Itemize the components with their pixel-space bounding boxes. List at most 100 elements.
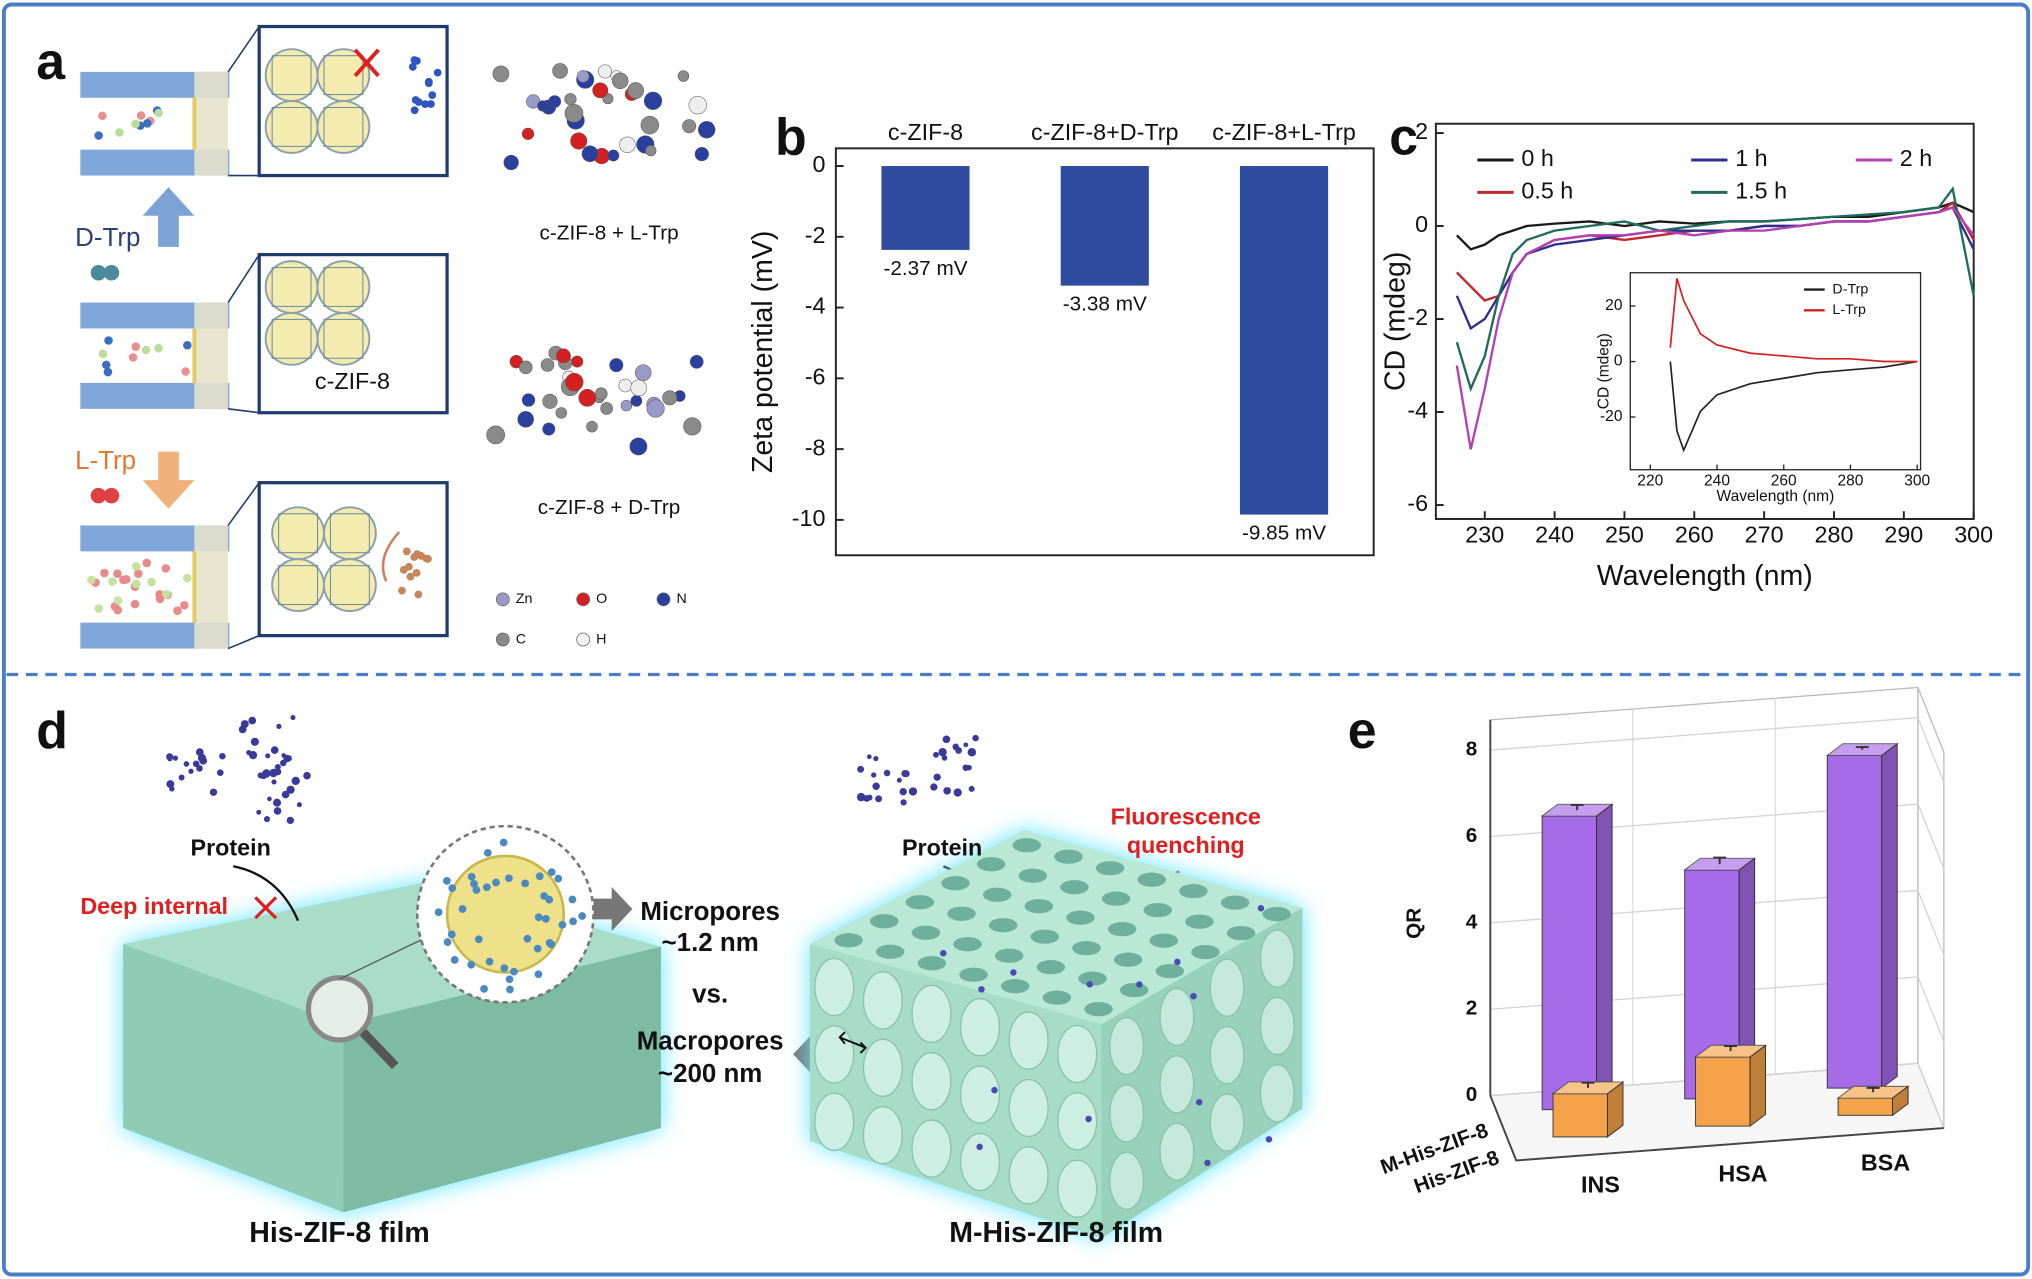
trp-atom	[405, 562, 413, 571]
macropore	[814, 1025, 855, 1084]
macropore	[1159, 1055, 1195, 1114]
protein-structure	[286, 816, 294, 825]
y-tick-label: -6	[805, 364, 826, 390]
molecule-dot	[182, 573, 192, 583]
model-atom	[552, 63, 568, 79]
zif-frame	[271, 267, 312, 307]
molecule-dot	[154, 108, 163, 118]
macropore	[875, 944, 905, 959]
y-tick-label: 0	[1614, 353, 1623, 370]
bar-side-shade	[1750, 1045, 1766, 1127]
macropore	[941, 876, 970, 891]
panel-label: b	[775, 107, 807, 165]
adsorbed-protein	[1136, 981, 1143, 988]
y-tick-label: 0	[1466, 1083, 1478, 1106]
legend-label: 1 h	[1735, 145, 1767, 171]
zif-frame	[329, 513, 370, 554]
error-bar	[1866, 1086, 1880, 1093]
model-atom	[689, 354, 704, 369]
atom-legend-label: H	[596, 631, 606, 647]
zif-frame	[323, 107, 364, 147]
macropore	[834, 933, 863, 948]
x-tick-label: 220	[1637, 473, 1663, 490]
plot-frame	[834, 147, 1375, 557]
adsorbed-protein	[1086, 981, 1093, 988]
framework-node	[450, 956, 459, 964]
macropore	[1018, 868, 1048, 883]
error-bar	[1581, 1081, 1595, 1088]
model-atom	[555, 407, 567, 419]
bar	[881, 166, 970, 250]
value-label: -2.37 mV	[883, 257, 967, 280]
connector	[227, 482, 260, 526]
molecule-dot	[98, 111, 107, 121]
protein-structure	[219, 752, 226, 760]
protein-structure	[250, 737, 259, 746]
framework-node	[510, 967, 518, 976]
category-label: HSA	[1718, 1161, 1767, 1187]
model-atom	[503, 154, 519, 171]
zif-sphere	[445, 854, 566, 974]
molecule-dot	[173, 606, 182, 615]
protein-structure	[256, 809, 262, 815]
model-atom	[576, 70, 590, 83]
bar-side	[1607, 1081, 1624, 1138]
model-atom	[521, 127, 535, 140]
macropore	[1109, 1016, 1145, 1076]
category-label: c-ZIF-8	[888, 119, 963, 145]
y-tick-label: -8	[805, 434, 826, 460]
macropore	[953, 937, 982, 952]
protein-structure	[291, 776, 300, 786]
framework-node	[458, 905, 467, 913]
molecule-dot	[161, 589, 171, 599]
model-caption: c-ZIF-8 + D-Trp	[538, 496, 681, 519]
panel-label: e	[1348, 701, 1377, 759]
panel-label: a	[36, 32, 66, 90]
macropore	[1159, 987, 1195, 1047]
arrow-right	[593, 887, 633, 932]
trp-atom	[410, 106, 419, 115]
macropore	[1155, 964, 1185, 979]
connector	[227, 634, 260, 650]
zif-cage	[264, 260, 319, 314]
trp-atom	[417, 551, 426, 560]
bar-top-shade	[1838, 1086, 1909, 1099]
macropore	[1008, 1011, 1049, 1070]
value-label: -9.85 mV	[1242, 521, 1326, 544]
legend-label: 1.5 h	[1735, 178, 1787, 204]
molecule-dot	[130, 599, 140, 609]
molecule-dot	[155, 594, 165, 604]
protein-structure	[166, 780, 175, 789]
framework-node	[500, 964, 509, 973]
macropore	[959, 967, 988, 982]
protein-structure	[873, 755, 879, 762]
macropore	[911, 1052, 952, 1111]
zif-frame	[323, 55, 364, 96]
framework-node	[482, 883, 491, 892]
protein-structure	[963, 742, 969, 748]
vs-label: vs.	[692, 981, 728, 1009]
protein-structure	[872, 782, 880, 790]
y-tick-label: 2	[1466, 997, 1478, 1020]
protein-structure	[196, 765, 203, 772]
molecule-dot	[103, 367, 113, 377]
zif-cage	[271, 506, 325, 561]
macropore	[959, 1065, 1001, 1124]
zif-frame	[329, 565, 370, 606]
bar	[1239, 166, 1329, 515]
x-tick-label: 250	[1605, 522, 1644, 548]
molecule-dot	[131, 119, 140, 129]
framework-node	[558, 920, 567, 929]
bar-front	[1826, 755, 1883, 1089]
macropore	[1109, 1084, 1145, 1143]
macropore	[947, 906, 976, 921]
model-atom	[540, 358, 555, 372]
macropore	[862, 1106, 903, 1165]
model-atom	[629, 437, 648, 456]
framework-node	[447, 930, 456, 939]
data-line	[1669, 278, 1918, 363]
bar-3d	[1540, 803, 1614, 1111]
framework-node	[535, 872, 544, 881]
y-tick-label: -6	[1407, 490, 1428, 516]
